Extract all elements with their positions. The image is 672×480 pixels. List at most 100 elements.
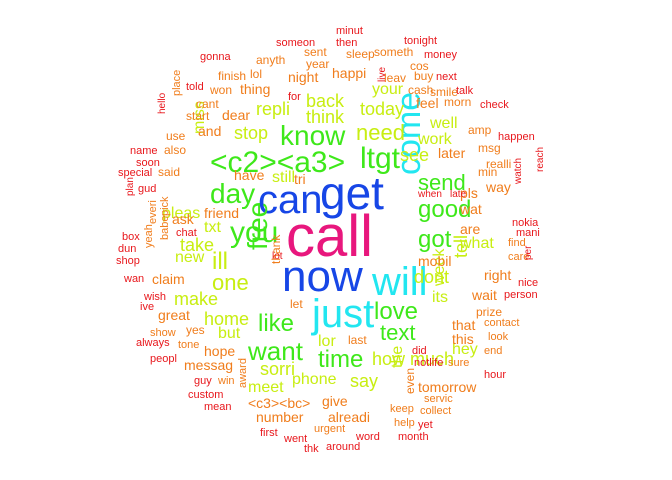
word-late: late — [450, 189, 467, 200]
word-know: know — [280, 120, 346, 151]
word-well: well — [430, 115, 458, 132]
word-right: right — [484, 267, 512, 283]
word-mani: mani — [516, 227, 540, 239]
word-just: just — [312, 292, 375, 336]
word-new: new — [175, 249, 205, 266]
word-won: won — [210, 83, 233, 97]
word-did: did — [412, 345, 427, 357]
word-dear: dear — [222, 107, 251, 123]
word-minut: minut — [336, 25, 363, 37]
word-see: see — [400, 145, 430, 165]
word-leav: leav — [384, 71, 407, 85]
word-around: around — [326, 441, 361, 453]
word-pick: pick — [159, 196, 171, 216]
word-month: month — [398, 431, 429, 443]
word-plan: plan — [125, 177, 136, 196]
word-think: think — [306, 107, 345, 127]
word-that: that — [452, 317, 476, 333]
word-feel: feel — [416, 95, 439, 111]
word-lot: lot — [272, 251, 283, 262]
word-chat: chat — [176, 227, 197, 239]
word-will: will — [372, 260, 428, 304]
word-hey: hey — [452, 341, 478, 358]
word-wait: wait — [472, 287, 497, 303]
word-tri: tri — [294, 171, 306, 187]
word-win: win — [218, 375, 235, 387]
word-lor: lor — [318, 333, 336, 350]
word-help: help — [394, 417, 415, 429]
word-call: call — [286, 204, 374, 269]
word-now: now — [282, 252, 363, 301]
word-money: money — [424, 49, 458, 61]
word-for: for — [288, 91, 301, 103]
word-dun: dun — [118, 243, 137, 255]
word-min: min — [478, 165, 498, 179]
word-year: year — [306, 57, 330, 71]
word-tone: tone — [178, 339, 200, 351]
word-sleep: sleep — [346, 47, 375, 61]
word-dont: dont — [414, 267, 450, 287]
word-take: take — [180, 235, 215, 255]
word-happi: happi — [332, 65, 367, 81]
word-tonight: tonight — [404, 35, 438, 47]
word-hello: hello — [157, 92, 168, 114]
word-make: make — [174, 289, 219, 309]
word-watch: watch — [513, 157, 524, 184]
word-phone: phone — [292, 371, 337, 388]
word-also: also — [164, 143, 187, 157]
word-per: per — [523, 245, 534, 260]
word-lol: lol — [250, 67, 263, 81]
word-babe: babe — [159, 215, 171, 240]
word-use: use — [166, 129, 186, 143]
word-buy: buy — [414, 69, 434, 83]
word-way: way — [486, 179, 511, 195]
word-someth: someth — [374, 45, 414, 59]
word-nice: nice — [518, 277, 539, 289]
word-hope: hope — [204, 343, 236, 359]
word-text: text — [380, 320, 416, 345]
word-special: special — [118, 167, 153, 179]
word-guy: guy — [194, 375, 212, 387]
word-cos: cos — [410, 59, 429, 73]
word-said: said — [158, 165, 181, 179]
word-servic: servic — [424, 393, 453, 405]
word-gonna: gonna — [200, 51, 231, 63]
word-award: award — [237, 358, 249, 388]
word-morn: morn — [444, 95, 472, 109]
word-show: show — [150, 327, 176, 339]
word-smile: smile — [430, 85, 459, 99]
word-peopl: peopl — [150, 353, 177, 365]
word-nokia: nokia — [512, 217, 539, 229]
word-thing: thing — [240, 81, 271, 97]
word-everi: everi — [147, 200, 159, 224]
word-alreadi: alreadi — [328, 409, 371, 425]
word-how: how — [372, 349, 406, 369]
word-and: and — [198, 123, 222, 139]
word-collect: collect — [420, 405, 452, 417]
word-start: start — [186, 109, 210, 123]
word-contact: contact — [484, 317, 520, 329]
word-love: love — [374, 298, 419, 325]
word-what: what — [460, 235, 494, 252]
word-look: look — [488, 331, 509, 343]
word-name: name — [130, 145, 158, 157]
word-yet: yet — [418, 419, 433, 431]
word-msg: msg — [478, 141, 501, 155]
word-but: but — [218, 325, 241, 342]
word-sent: sent — [304, 45, 327, 59]
word-then: then — [336, 37, 358, 49]
word-c2a3-code: <c2><a3> — [210, 146, 346, 179]
word-got: got — [418, 226, 452, 253]
word-number: number — [256, 409, 304, 425]
word-find: find — [508, 237, 526, 249]
word-work: work — [418, 131, 452, 148]
word-its: its — [432, 289, 448, 306]
word-sure: sure — [448, 357, 470, 369]
word-wat: wat — [460, 201, 482, 217]
word-thk: thk — [304, 443, 319, 455]
word-time: time — [318, 346, 364, 373]
word-meet: meet — [248, 379, 284, 396]
word-place: place — [171, 69, 183, 96]
word-ltgt: ltgt — [360, 142, 401, 175]
